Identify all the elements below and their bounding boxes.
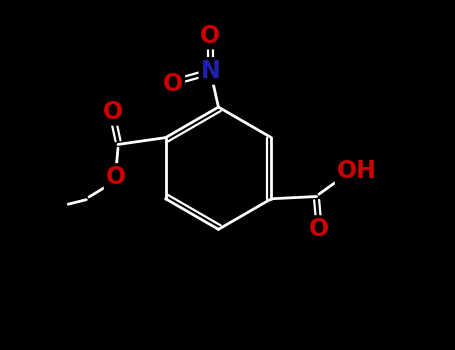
Text: O: O bbox=[163, 71, 183, 96]
Text: O: O bbox=[200, 23, 220, 48]
Text: N: N bbox=[200, 59, 220, 83]
Text: O: O bbox=[102, 100, 122, 124]
Text: OH: OH bbox=[337, 159, 376, 183]
Text: O: O bbox=[106, 165, 126, 189]
Text: O: O bbox=[309, 217, 329, 241]
